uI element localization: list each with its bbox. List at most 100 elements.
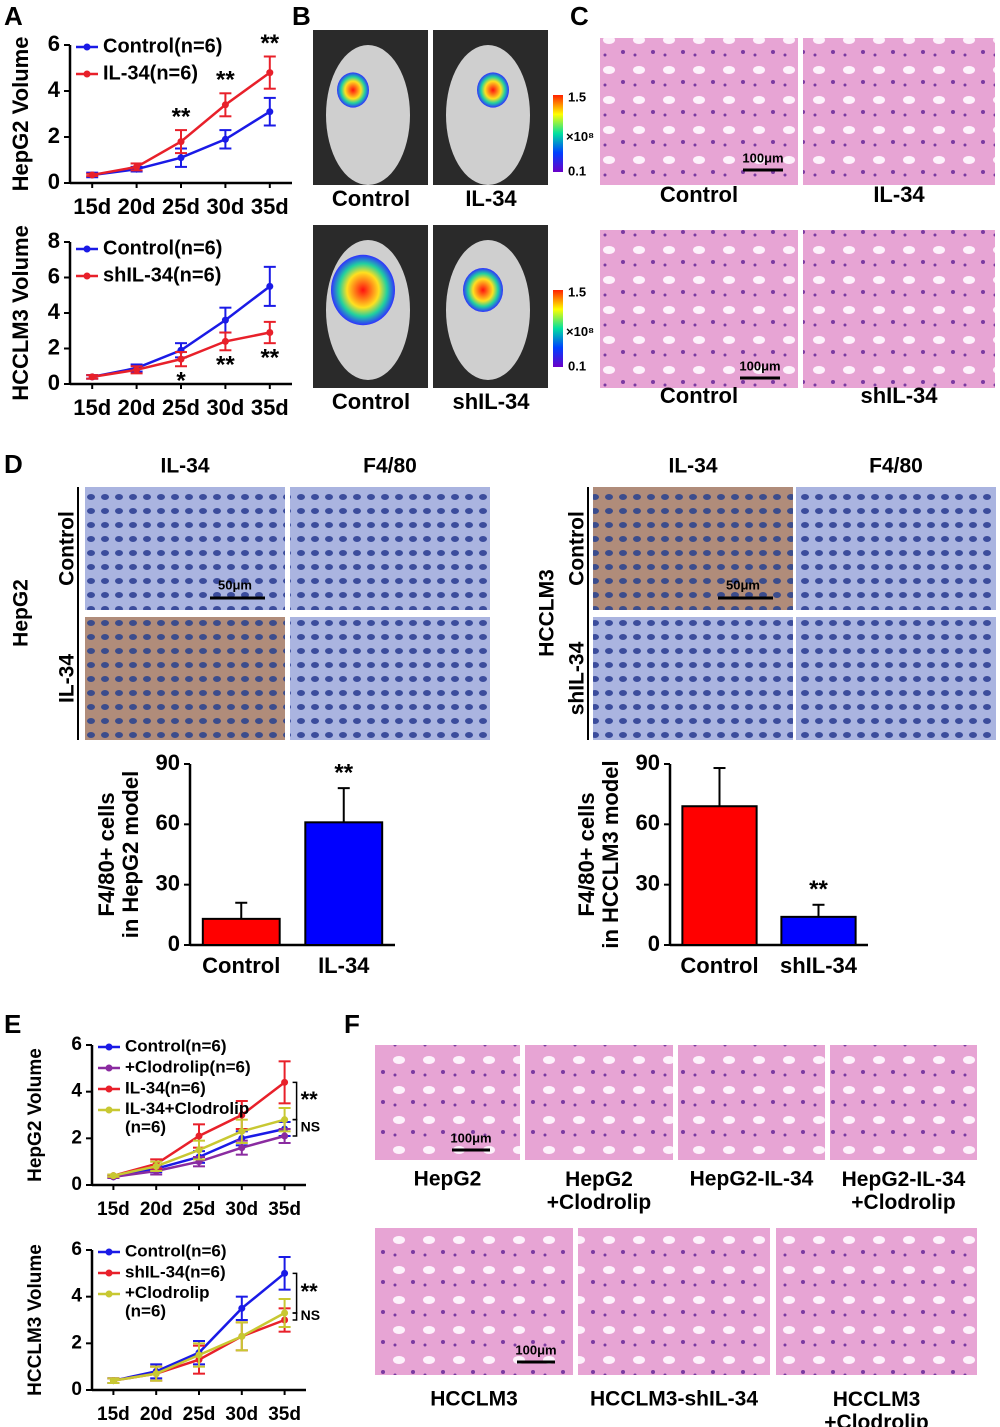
y-tick-label: 6 xyxy=(71,1239,82,1260)
point xyxy=(109,1172,117,1180)
bar xyxy=(681,805,758,946)
legend-marker xyxy=(105,1064,113,1072)
y-tick-label: 2 xyxy=(71,1127,82,1148)
point xyxy=(266,108,274,116)
signal xyxy=(331,254,395,326)
image xyxy=(796,487,996,610)
signal xyxy=(337,72,369,108)
legend-label: IL-34(n=6) xyxy=(125,1078,206,1097)
point xyxy=(221,316,229,324)
y-tick-label: 90 xyxy=(636,750,660,775)
scale-bar-label: 100μm xyxy=(742,150,783,165)
label: HepG2 xyxy=(414,1168,482,1191)
significance: ** xyxy=(260,345,279,372)
y-tick-label: 0 xyxy=(71,1379,82,1400)
image xyxy=(600,38,798,185)
y-axis-label: HepG2 Volume xyxy=(8,37,33,192)
label: IL-34 xyxy=(873,182,925,207)
significance: * xyxy=(176,368,186,395)
significance: ** xyxy=(809,876,828,903)
row-label: shIL-34 xyxy=(566,641,589,715)
label: shIL-34 xyxy=(452,389,530,414)
image xyxy=(796,617,996,740)
legend-marker xyxy=(83,272,91,280)
legend-label: Control(n=6) xyxy=(103,35,222,57)
x-tick-label: 25d xyxy=(162,194,200,219)
legend-marker xyxy=(105,1043,113,1051)
row-group-label: HCCLM3 xyxy=(536,569,559,657)
signal xyxy=(463,268,503,312)
y-tick-label: 2 xyxy=(48,123,60,148)
x-tick-label: 35d xyxy=(268,1404,301,1425)
point xyxy=(281,1078,289,1086)
legend-label: IL-34+Clodrolip (n=6) xyxy=(125,1099,249,1137)
colorbar xyxy=(553,290,563,367)
point xyxy=(109,1377,117,1385)
label: Control xyxy=(332,389,410,414)
y-tick-label: 0 xyxy=(48,169,60,194)
scale-bar-label: 100μm xyxy=(515,1342,556,1357)
legend-marker xyxy=(105,1269,113,1277)
point xyxy=(88,171,96,179)
panel-label: C xyxy=(570,1,589,31)
panel-label: D xyxy=(4,449,23,479)
x-tick-label: 15d xyxy=(73,395,111,420)
point xyxy=(177,355,185,363)
y-tick-label: 2 xyxy=(48,334,60,359)
panel-label: F xyxy=(344,1009,360,1039)
x-tick-label: 30d xyxy=(206,194,244,219)
y-tick-label: 4 xyxy=(48,299,61,324)
legend-marker xyxy=(105,1248,113,1256)
y-axis-label: HCCLM3 Volume xyxy=(8,225,33,401)
row-label: Control xyxy=(56,511,79,586)
significance: ** xyxy=(216,352,235,379)
x-tick-label: Control xyxy=(202,953,280,978)
point xyxy=(238,1127,246,1135)
label: HCCLM3 xyxy=(430,1388,518,1411)
image xyxy=(578,1228,770,1375)
point xyxy=(195,1351,203,1359)
image xyxy=(85,487,285,610)
significance: ** xyxy=(301,1087,319,1112)
row-label: IL-34 xyxy=(56,654,79,703)
point xyxy=(88,373,96,381)
significance: ** xyxy=(334,759,353,786)
image xyxy=(593,617,793,740)
y-tick-label: 4 xyxy=(71,1286,82,1307)
bar xyxy=(201,917,281,946)
legend-marker xyxy=(105,1085,113,1093)
label: Control xyxy=(332,186,410,211)
x-tick-label: 25d xyxy=(183,1404,216,1425)
x-tick-label: 15d xyxy=(97,1199,130,1220)
bar xyxy=(304,821,384,946)
legend-marker xyxy=(83,70,91,78)
column-header: IL-34 xyxy=(160,455,209,478)
significance: ** xyxy=(216,67,235,94)
bracket xyxy=(292,1312,298,1321)
point xyxy=(177,154,185,162)
x-tick-label: 20d xyxy=(140,1199,173,1220)
significance: ** xyxy=(260,30,279,57)
significance: ** xyxy=(301,1279,319,1304)
mouse xyxy=(326,45,410,185)
column-header: IL-34 xyxy=(668,455,717,478)
point xyxy=(195,1132,203,1140)
point xyxy=(238,1111,246,1119)
point xyxy=(266,282,274,290)
colorbar xyxy=(553,95,563,172)
point xyxy=(281,1269,289,1277)
legend-label: shIL-34(n=6) xyxy=(125,1262,226,1281)
y-tick-label: 6 xyxy=(48,263,60,288)
label: HepG2 +Clodrolip xyxy=(547,1168,651,1214)
x-tick-label: 15d xyxy=(97,1404,130,1425)
scale-bar-label: 100μm xyxy=(739,358,780,373)
y-tick-label: 60 xyxy=(156,810,180,835)
y-tick-label: 30 xyxy=(636,870,660,895)
column-header: F4/80 xyxy=(869,455,923,478)
panel-label: B xyxy=(292,1,311,31)
y-axis-label: HCCLM3 Volume xyxy=(25,1244,46,1396)
legend-label: Control(n=6) xyxy=(125,1036,227,1055)
y-tick-label: 60 xyxy=(636,810,660,835)
colorbar-unit: ×10⁸ xyxy=(566,129,594,144)
